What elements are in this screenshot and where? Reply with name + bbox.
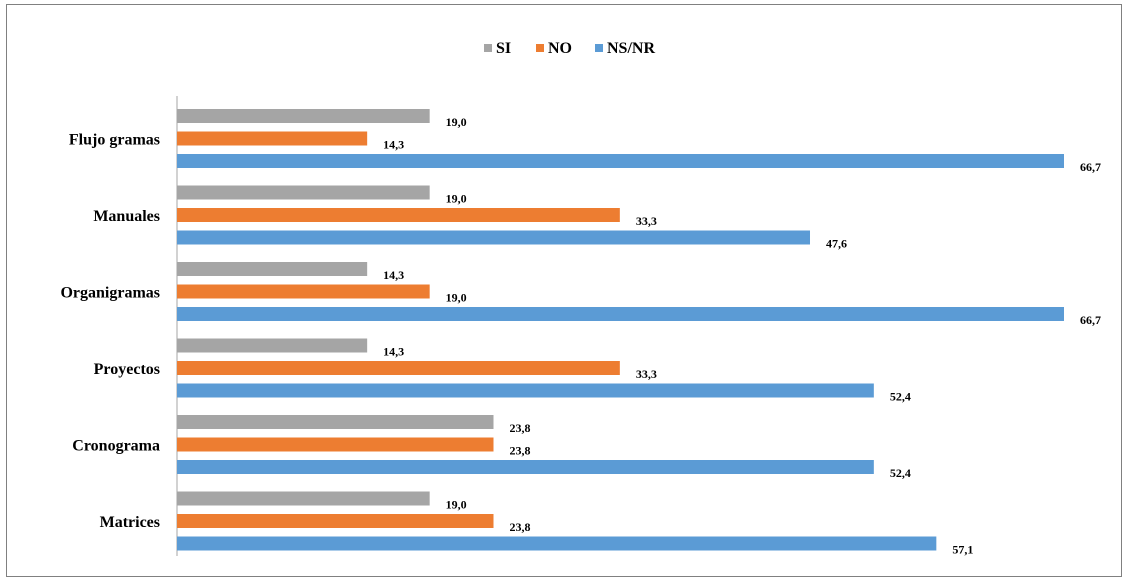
bar <box>177 185 430 200</box>
legend-label: NO <box>548 40 572 57</box>
bar <box>177 208 620 222</box>
data-label: 52,4 <box>890 390 911 404</box>
legend-swatch-si <box>484 44 492 52</box>
data-label: 19,0 <box>446 498 467 512</box>
bar <box>177 383 874 398</box>
legend-label: NS/NR <box>607 40 655 57</box>
bar <box>177 262 368 276</box>
data-label: 23,8 <box>510 444 531 458</box>
bar <box>177 514 494 528</box>
data-label: 57,1 <box>952 543 973 557</box>
legend-swatch-nsnr <box>595 44 603 52</box>
bar <box>177 491 430 506</box>
bar <box>177 536 937 551</box>
data-label: 19,0 <box>446 192 467 206</box>
bar <box>177 415 494 429</box>
data-label: 66,7 <box>1080 313 1101 327</box>
data-label: 14,3 <box>383 138 404 152</box>
bar <box>177 460 874 474</box>
category-label: Flujo gramas <box>69 132 160 149</box>
data-label: 19,0 <box>446 291 467 305</box>
category-label: Matrices <box>100 514 160 531</box>
category-label: Cronograma <box>72 438 160 455</box>
bar <box>177 338 368 353</box>
category-label: Manuales <box>93 208 160 225</box>
bar <box>177 361 620 375</box>
data-label: 52,4 <box>890 466 911 480</box>
data-label: 23,8 <box>510 520 531 534</box>
data-label: 14,3 <box>383 345 404 359</box>
bar <box>177 109 430 123</box>
data-label: 33,3 <box>636 367 657 381</box>
bar <box>177 230 811 245</box>
bar <box>177 307 1064 321</box>
legend-label: SI <box>496 40 511 57</box>
category-label: Organigramas <box>60 285 160 302</box>
legend-swatch-no <box>536 44 544 52</box>
bar <box>177 437 494 452</box>
bar <box>177 154 1064 168</box>
data-label: 66,7 <box>1080 160 1101 174</box>
bar <box>177 284 430 299</box>
data-label: 23,8 <box>510 421 531 435</box>
data-label: 47,6 <box>826 237 847 251</box>
data-label: 14,3 <box>383 268 404 282</box>
data-label: 19,0 <box>446 115 467 129</box>
data-label: 33,3 <box>636 214 657 228</box>
category-label: Proyectos <box>94 361 160 378</box>
bar <box>177 131 368 146</box>
